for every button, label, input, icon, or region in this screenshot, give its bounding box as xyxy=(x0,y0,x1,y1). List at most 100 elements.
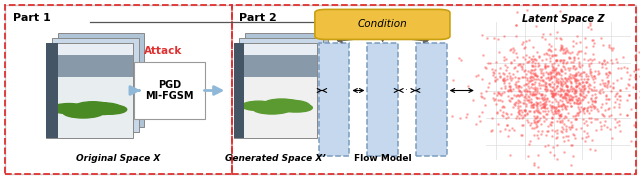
Point xyxy=(546,76,556,79)
Point xyxy=(565,87,575,90)
Point xyxy=(543,110,553,113)
Point xyxy=(516,134,526,137)
Point xyxy=(587,59,597,62)
Point xyxy=(526,58,536,61)
Point xyxy=(517,123,527,126)
Point xyxy=(572,98,582,101)
Point xyxy=(585,68,595,71)
Point xyxy=(546,105,556,108)
Point xyxy=(573,82,584,85)
Point xyxy=(569,100,579,103)
Point xyxy=(554,37,564,39)
Point xyxy=(488,37,499,40)
Point xyxy=(602,98,612,100)
Point xyxy=(506,127,516,129)
Point xyxy=(577,90,588,93)
Point xyxy=(596,106,606,108)
Text: Latent Space Z: Latent Space Z xyxy=(522,14,605,24)
Point xyxy=(498,79,508,82)
Point xyxy=(589,104,599,107)
Point xyxy=(532,102,542,105)
Point xyxy=(581,80,591,83)
Point xyxy=(514,84,524,87)
Point xyxy=(529,164,539,167)
Point xyxy=(604,45,614,48)
Point xyxy=(566,143,576,146)
Point xyxy=(560,76,570,79)
Point xyxy=(496,94,506,97)
Point xyxy=(564,77,574,80)
Point xyxy=(505,88,515,91)
Point xyxy=(513,111,523,113)
Point xyxy=(555,89,565,92)
Point xyxy=(532,86,542,89)
Point xyxy=(598,91,608,94)
Point xyxy=(541,100,551,103)
Point xyxy=(542,130,552,133)
Point xyxy=(561,83,571,86)
Point xyxy=(562,85,572,88)
Point xyxy=(555,113,565,116)
Point xyxy=(520,76,530,79)
Point xyxy=(614,89,625,91)
Point xyxy=(557,126,568,129)
Point xyxy=(621,114,632,117)
Point xyxy=(549,54,559,57)
Point xyxy=(635,75,640,78)
Point xyxy=(561,47,571,50)
Point xyxy=(550,106,561,109)
Point xyxy=(510,101,520,104)
Point xyxy=(530,120,540,123)
Point xyxy=(593,70,604,73)
Point xyxy=(557,62,568,64)
Point xyxy=(539,95,549,98)
Point xyxy=(548,95,558,98)
Point xyxy=(475,119,485,122)
Point xyxy=(499,73,509,76)
Point xyxy=(579,84,589,87)
Point xyxy=(511,80,521,83)
Point xyxy=(552,84,562,87)
Point xyxy=(560,72,570,75)
Point xyxy=(586,106,596,109)
Point xyxy=(506,60,516,63)
Point xyxy=(580,136,591,138)
Point xyxy=(561,96,571,99)
Point xyxy=(557,83,568,85)
FancyBboxPatch shape xyxy=(47,43,133,138)
Point xyxy=(538,115,548,118)
Point xyxy=(573,106,584,109)
Point xyxy=(539,115,549,118)
Point xyxy=(554,110,564,113)
Point xyxy=(532,97,543,100)
FancyBboxPatch shape xyxy=(234,43,317,138)
Point xyxy=(542,112,552,115)
Point xyxy=(547,107,557,110)
Point xyxy=(504,71,514,74)
Point xyxy=(608,85,618,88)
Point xyxy=(573,113,583,116)
Point xyxy=(535,104,545,107)
Point xyxy=(586,39,596,42)
Point xyxy=(570,114,580,117)
Point xyxy=(551,86,561,89)
Point xyxy=(566,163,576,166)
Point xyxy=(598,123,609,126)
Point xyxy=(537,103,547,106)
Point xyxy=(541,81,551,84)
Point xyxy=(535,68,545,71)
Point xyxy=(561,94,572,97)
Point xyxy=(559,139,570,142)
Point xyxy=(581,94,591,97)
Point xyxy=(580,140,590,143)
Point xyxy=(563,119,573,122)
Point xyxy=(568,40,578,43)
Point xyxy=(538,109,548,112)
Point xyxy=(532,74,543,77)
Point xyxy=(582,77,592,80)
Point xyxy=(504,129,514,132)
Point xyxy=(482,36,492,39)
Point xyxy=(514,113,524,116)
Point xyxy=(520,90,530,93)
Point xyxy=(573,74,584,77)
